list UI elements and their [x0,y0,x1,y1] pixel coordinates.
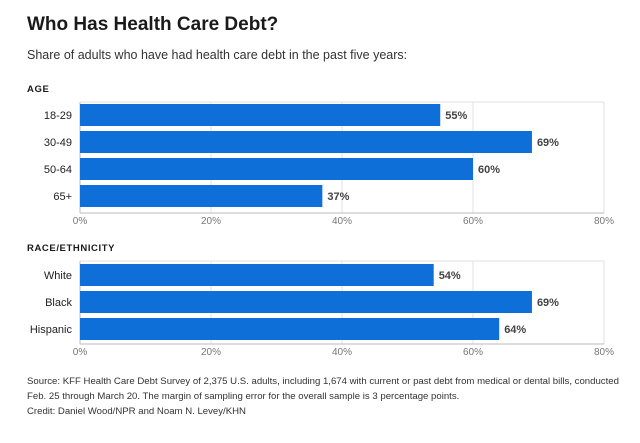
tick-label-0-0: 0% [73,216,88,227]
section-label-1: RACE/ETHNICITY [27,243,115,254]
credit-note: Credit: Daniel Wood/NPR and Noam N. Leve… [27,406,246,417]
source-note: Source: KFF Health Care Debt Survey of 2… [27,376,619,402]
tick-label-1-1: 20% [201,347,221,358]
value-label-0-2: 60% [478,164,500,176]
bar-1-0 [80,264,434,286]
category-label-1-0: White [44,270,72,282]
chart-canvas: AGE 18-29 55% 30-49 69% 50-64 60% 65+ 37% 0% 20% 40… [27,84,614,358]
chart-subtitle: Share of adults who have had health care… [27,48,408,62]
value-label-0-3: 37% [327,191,349,203]
value-label-1-2: 64% [504,324,526,336]
value-label-0-1: 69% [537,137,559,149]
tick-label-0-1: 20% [201,216,221,227]
category-label-0-3: 65+ [53,191,72,203]
category-label-0-0: 18-29 [44,110,72,122]
tick-label-1-3: 60% [463,347,483,358]
value-label-0-0: 55% [445,110,467,122]
category-label-1-2: Hispanic [30,324,73,336]
value-label-1-1: 69% [537,297,559,309]
bar-1-2 [80,318,500,340]
chart-title: Who Has Health Care Debt? [27,14,279,35]
category-label-0-2: 50-64 [44,164,72,176]
category-label-0-1: 30-49 [44,137,72,149]
section-label-0: AGE [27,84,49,95]
chart-footer: Source: KFF Health Care Debt Survey of 2… [27,374,622,419]
bar-0-1 [80,131,532,153]
value-label-1-0: 54% [439,270,461,282]
bar-0-0 [80,104,441,126]
category-label-1-1: Black [45,297,72,309]
tick-label-1-0: 0% [73,347,88,358]
bar-0-3 [80,185,323,207]
bar-0-2 [80,158,473,180]
tick-label-1-2: 40% [332,347,352,358]
tick-label-0-4: 80% [594,216,614,227]
tick-label-0-2: 40% [332,216,352,227]
tick-label-0-3: 60% [463,216,483,227]
bar-1-1 [80,291,532,313]
tick-label-1-4: 80% [594,347,614,358]
